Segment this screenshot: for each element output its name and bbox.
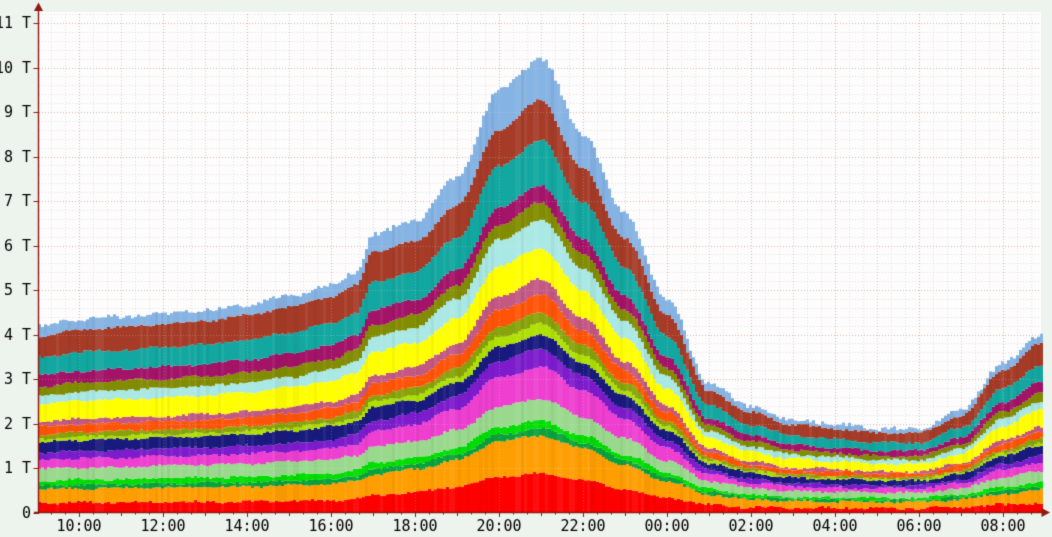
stacked-area-chart <box>0 0 1052 537</box>
rrdtool-traffic-graph <box>0 0 1052 537</box>
